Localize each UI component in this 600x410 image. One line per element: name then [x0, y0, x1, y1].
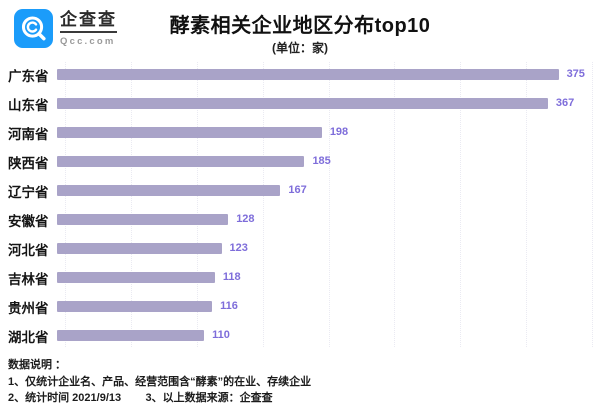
value-label: 367: [555, 97, 575, 109]
plot-area: 367: [57, 98, 592, 109]
plot-area: 118: [57, 272, 592, 283]
bar: [57, 301, 213, 312]
bar-row: 河南省 198: [0, 118, 600, 147]
bar-row: 广东省 375: [0, 60, 600, 89]
chart-unit-label: (单位：家): [272, 41, 328, 55]
bar: [57, 156, 305, 167]
category-label: 湖北省: [8, 329, 49, 345]
gridline: [394, 62, 396, 347]
bar: [57, 243, 222, 254]
data-notes: 数据说明 ： 1、仅统计企业名、产品、经营范围含“酵素”的在业、存续企业 2、统…: [0, 350, 600, 407]
plot-area: 185: [57, 156, 592, 167]
note-line-1: 1、仅统计企业名、产品、经营范围含“酵素”的在业、存续企业: [8, 375, 312, 388]
bar-row: 湖北省 110: [0, 321, 600, 350]
plot-area: 116: [57, 301, 592, 312]
gridline: [460, 62, 462, 347]
bar: [57, 272, 215, 283]
plot-area: 123: [57, 243, 592, 254]
plot-area: 167: [57, 185, 592, 196]
gridline: [130, 62, 132, 347]
gridline: [526, 62, 528, 347]
bar-row: 山东省 367: [0, 89, 600, 118]
chart-title: 酵素相关企业地区分布top10: [169, 15, 431, 37]
bar: [57, 69, 559, 80]
value-label: 118: [222, 271, 241, 283]
bar-row: 辽宁省 167: [0, 176, 600, 205]
gridlines: [65, 62, 593, 347]
bar: [57, 127, 322, 138]
value-label: 128: [236, 213, 255, 225]
bar-row: 陕西省 185: [0, 147, 600, 176]
logo-domain-text: Qcc.com: [60, 36, 116, 47]
bar: [57, 98, 548, 109]
value-label: 110: [212, 329, 230, 341]
gridline: [262, 62, 264, 347]
value-label: 185: [312, 155, 331, 167]
gridline: [592, 62, 593, 347]
bar-row: 河北省 123: [0, 234, 600, 263]
title-block: 酵素相关企业地区分布top10 (单位：家): [0, 13, 600, 56]
bar: [57, 214, 229, 225]
header: 企查查 Qcc.com 酵素相关企业地区分布top10 (单位：家): [0, 0, 600, 60]
gridline: [328, 62, 330, 347]
bar: [57, 330, 205, 341]
logo-text: 企查查 Qcc.com: [60, 10, 117, 47]
logo-brand-text: 企查查: [60, 10, 117, 33]
bar-row: 吉林省 118: [0, 263, 600, 292]
plot-area: 128: [57, 214, 592, 225]
plot-area: 110: [57, 330, 592, 341]
value-label: 198: [329, 126, 349, 138]
category-label: 辽宁省: [8, 184, 49, 200]
category-label: 广东省: [8, 68, 49, 84]
note-line-2: 2、统计时间 2021/9/13 3、以上数据来源：企查查: [8, 392, 273, 404]
plot-area: 375: [57, 69, 592, 80]
gridline: [196, 62, 198, 347]
category-label: 河北省: [8, 242, 49, 258]
category-label: 贵州省: [8, 300, 49, 316]
bar-rows: 广东省 375 山东省 367 河南省 198 陕西省 185 辽宁省 167 安徽省 128 河北省 1…: [0, 60, 600, 350]
value-label: 167: [288, 184, 307, 196]
bar-row: 安徽省 128: [0, 205, 600, 234]
category-label: 河南省: [8, 126, 49, 142]
category-label: 山东省: [8, 97, 49, 113]
bar: [57, 185, 281, 196]
qcc-magnifier-icon: [14, 9, 53, 48]
value-label: 375: [566, 68, 585, 80]
category-label: 吉林省: [8, 271, 49, 287]
bar-chart: 广东省 375 山东省 367 河南省 198 陕西省 185 辽宁省 167 安徽省 128 河北省 1…: [0, 60, 600, 350]
bar-row: 贵州省 116: [0, 292, 600, 321]
plot-area: 198: [57, 127, 592, 138]
category-label: 陕西省: [8, 155, 49, 171]
gridline: [65, 62, 66, 347]
value-label: 123: [229, 242, 248, 254]
category-label: 安徽省: [8, 213, 49, 229]
value-label: 116: [220, 300, 238, 312]
qcc-logo: 企查查 Qcc.com: [14, 9, 117, 48]
note-heading: 数据说明 ：: [8, 359, 67, 371]
